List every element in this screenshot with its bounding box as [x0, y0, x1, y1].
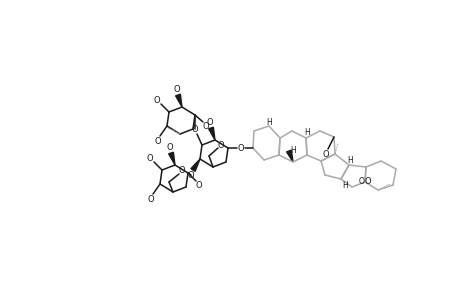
Polygon shape [286, 150, 292, 162]
Text: H: H [341, 181, 347, 190]
Text: O: O [187, 170, 194, 179]
Text: H: H [290, 146, 295, 154]
Text: O: O [146, 154, 153, 163]
Text: O: O [358, 178, 364, 187]
Polygon shape [168, 152, 174, 165]
Polygon shape [208, 127, 214, 140]
Polygon shape [175, 94, 182, 107]
Text: O: O [178, 166, 185, 175]
Text: O: O [202, 122, 209, 130]
Text: O: O [166, 142, 173, 152]
Text: O: O [217, 140, 224, 149]
Text: H: H [266, 118, 271, 127]
Text: O: O [174, 85, 180, 94]
Text: O: O [147, 194, 154, 203]
Text: O: O [237, 143, 244, 152]
Polygon shape [190, 159, 200, 171]
Text: O: O [322, 149, 329, 158]
Text: H: H [347, 155, 352, 164]
Text: O: O [206, 118, 213, 127]
Text: O: O [195, 181, 202, 190]
Text: O: O [364, 178, 370, 187]
Text: O: O [154, 136, 161, 146]
Text: O: O [153, 95, 160, 104]
Text: H: H [303, 128, 309, 136]
Text: O: O [191, 124, 198, 134]
